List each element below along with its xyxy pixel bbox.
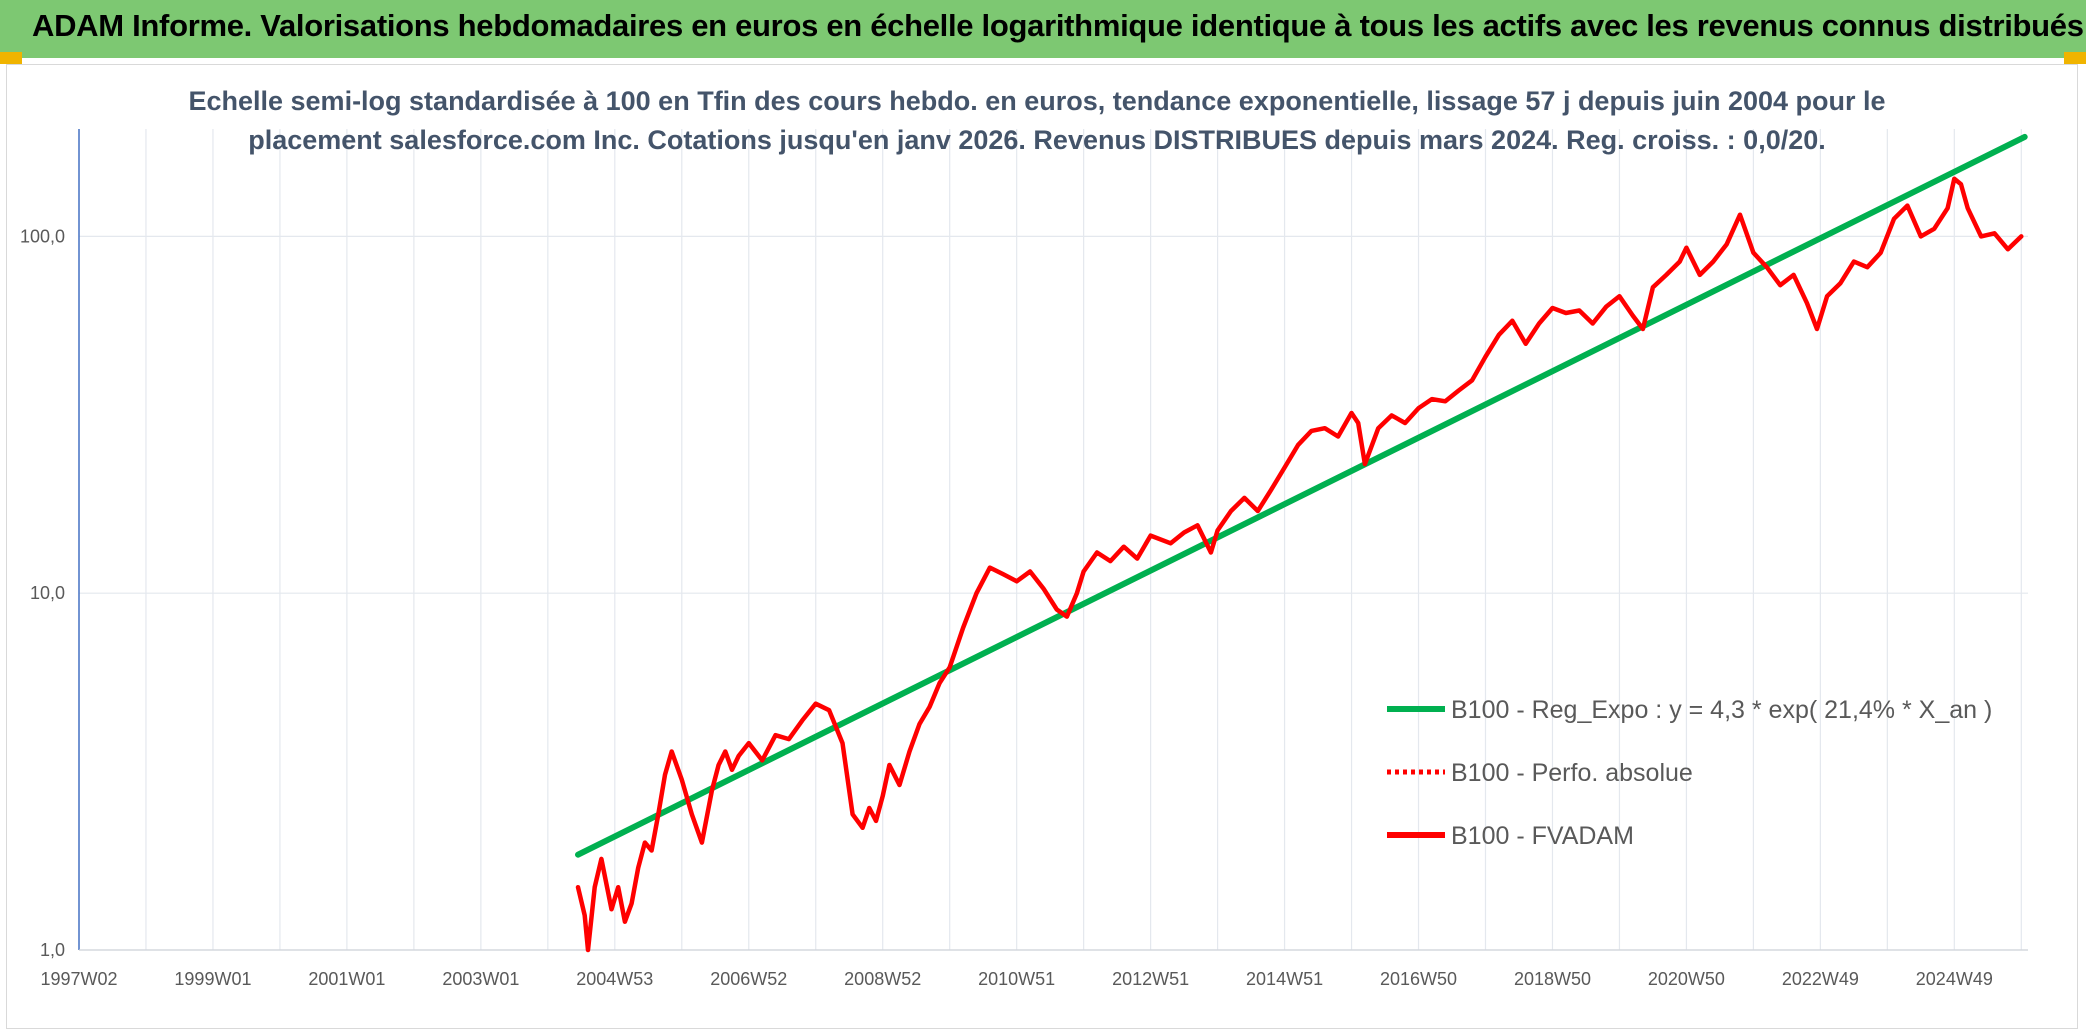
x-tick-label: 2010W51 — [978, 969, 1055, 989]
chart-area: 1,0 10,0 100,0 1997W02 1999W01 2001W01 2003W01… — [6, 64, 2078, 1029]
x-tick-label: 1997W02 — [40, 969, 117, 989]
y-tick-label: 1,0 — [40, 940, 65, 960]
series-layer — [575, 133, 2028, 953]
legend-label-perfo: B100 - Perfo. absolue — [1451, 759, 1693, 787]
y-tick-label: 10,0 — [30, 583, 65, 603]
chart-svg: 1,0 10,0 100,0 1997W02 1999W01 2001W01 2003W01… — [20, 86, 2028, 989]
axis-layer: 1,0 10,0 100,0 1997W02 1999W01 2001W01 2003W01… — [20, 129, 2028, 989]
corner-marker-left — [0, 52, 22, 64]
legend-label-regression: B100 - Reg_Expo : y = 4,3 * exp( 21,4% *… — [1451, 696, 1992, 724]
x-tick-label: 2022W49 — [1782, 969, 1859, 989]
x-tick-label: 1999W01 — [174, 969, 251, 989]
corner-marker-right — [2064, 52, 2086, 64]
x-tick-label: 2003W01 — [442, 969, 519, 989]
x-tick-label: 2024W49 — [1916, 969, 1993, 989]
fvadam-line — [575, 176, 2024, 953]
x-tick-label: 2008W52 — [844, 969, 921, 989]
x-tick-label: 2001W01 — [308, 969, 385, 989]
chart-title-line-2: placement salesforce.com Inc. Cotations … — [248, 125, 1826, 155]
grid-layer — [78, 129, 2028, 951]
header-banner: ADAM Informe. Valorisations hebdomadaire… — [0, 0, 2086, 58]
chart-title-line-1: Echelle semi-log standardisée à 100 en T… — [188, 86, 1885, 116]
x-tick-label: 2006W52 — [710, 969, 787, 989]
legend-label-fvadam: B100 - FVADAM — [1451, 822, 1634, 850]
x-tick-label: 2020W50 — [1648, 969, 1725, 989]
y-tick-label: 100,0 — [20, 226, 65, 246]
x-tick-label: 2018W50 — [1514, 969, 1591, 989]
banner-title: ADAM Informe. Valorisations hebdomadaire… — [32, 8, 2084, 43]
x-tick-label: 2012W51 — [1112, 969, 1189, 989]
regression-line — [575, 133, 2028, 858]
legend: B100 - Reg_Expo : y = 4,3 * exp( 21,4% *… — [1387, 696, 1992, 850]
x-tick-label: 2016W50 — [1380, 969, 1457, 989]
x-tick-label: 2004W53 — [576, 969, 653, 989]
x-tick-label: 2014W51 — [1246, 969, 1323, 989]
